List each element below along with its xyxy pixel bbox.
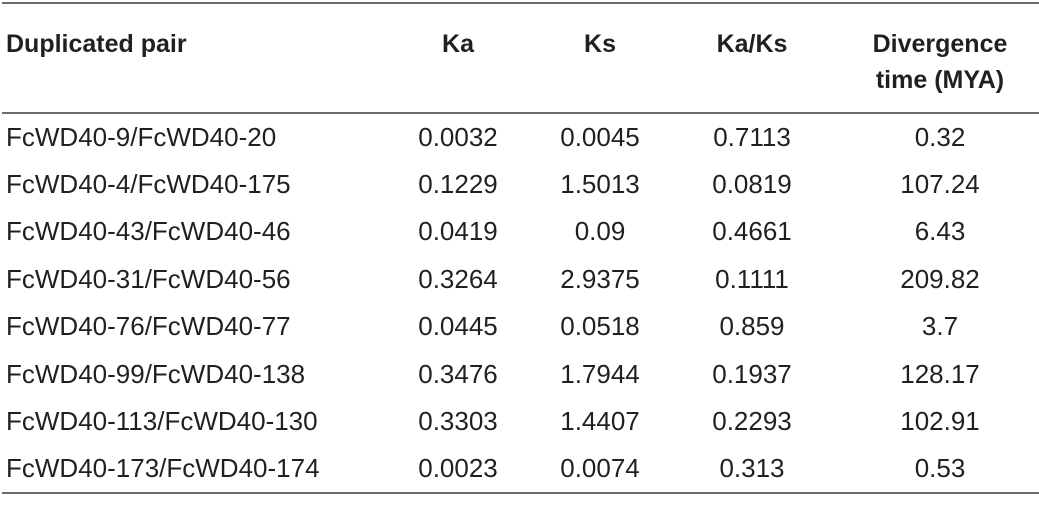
duplication-table-container: Duplicated pair Ka Ks Ka/Ks Divergence t… bbox=[2, 0, 1039, 494]
table-row: FcWD40-76/FcWD40-77 0.0445 0.0518 0.859 … bbox=[2, 303, 1039, 351]
cell-ks: 0.0045 bbox=[560, 121, 640, 152]
header-divergence-time: Divergence time (MYA) bbox=[833, 3, 1039, 113]
table-header: Duplicated pair Ka Ks Ka/Ks Divergence t… bbox=[2, 3, 1039, 113]
table-row: FcWD40-31/FcWD40-56 0.3264 2.9375 0.1111… bbox=[2, 256, 1039, 304]
cell-divergence: 6.43 bbox=[914, 216, 966, 247]
cell-divergence: 209.82 bbox=[900, 263, 980, 294]
header-ka-ks: Ka/Ks bbox=[716, 30, 788, 58]
cell-ka: 0.0445 bbox=[418, 311, 498, 342]
cell-divergence: 0.32 bbox=[914, 121, 966, 152]
cell-ks: 0.0518 bbox=[560, 311, 640, 342]
table-row: FcWD40-43/FcWD40-46 0.0419 0.09 0.4661 6… bbox=[2, 208, 1039, 256]
cell-ka: 0.0023 bbox=[418, 453, 498, 484]
cell-ka-ks: 0.859 bbox=[719, 311, 785, 342]
header-duplicated-pair: Duplicated pair bbox=[6, 30, 187, 58]
table-body: FcWD40-9/FcWD40-20 0.0032 0.0045 0.7113 … bbox=[2, 113, 1039, 493]
cell-ka: 0.0032 bbox=[418, 121, 498, 152]
cell-pair: FcWD40-99/FcWD40-138 bbox=[6, 358, 306, 389]
cell-ka-ks: 0.1937 bbox=[712, 358, 792, 389]
cell-pair: FcWD40-76/FcWD40-77 bbox=[6, 311, 291, 342]
cell-divergence: 128.17 bbox=[900, 358, 980, 389]
header-row: Duplicated pair Ka Ks Ka/Ks Divergence t… bbox=[2, 3, 1039, 113]
header-divergence-line1: Divergence bbox=[872, 30, 1008, 58]
cell-pair: FcWD40-31/FcWD40-56 bbox=[6, 263, 291, 294]
table-row: FcWD40-99/FcWD40-138 0.3476 1.7944 0.193… bbox=[2, 351, 1039, 399]
cell-ka-ks: 0.7113 bbox=[713, 121, 791, 152]
cell-ka-ks: 0.2293 bbox=[712, 406, 792, 437]
cell-pair: FcWD40-4/FcWD40-175 bbox=[6, 168, 291, 199]
cell-pair: FcWD40-173/FcWD40-174 bbox=[6, 453, 320, 484]
cell-ks: 1.4407 bbox=[560, 406, 640, 437]
cell-ks: 0.0074 bbox=[560, 453, 640, 484]
cell-pair: FcWD40-113/FcWD40-130 bbox=[6, 406, 318, 437]
header-ks: Ks bbox=[584, 30, 616, 58]
table-row: FcWD40-173/FcWD40-174 0.0023 0.0074 0.31… bbox=[2, 446, 1039, 493]
cell-ka: 0.3264 bbox=[418, 263, 498, 294]
cell-ka: 0.1229 bbox=[418, 168, 498, 199]
cell-ka: 0.3303 bbox=[418, 406, 498, 437]
table-row: FcWD40-9/FcWD40-20 0.0032 0.0045 0.7113 … bbox=[2, 113, 1039, 161]
cell-ks: 1.7944 bbox=[560, 358, 640, 389]
table-row: FcWD40-113/FcWD40-130 0.3303 1.4407 0.22… bbox=[2, 398, 1039, 446]
duplication-table: Duplicated pair Ka Ks Ka/Ks Divergence t… bbox=[2, 2, 1039, 494]
cell-ka: 0.0419 bbox=[418, 216, 498, 247]
cell-ka-ks: 0.1111 bbox=[715, 263, 789, 294]
cell-pair: FcWD40-9/FcWD40-20 bbox=[6, 121, 277, 152]
cell-ks: 1.5013 bbox=[560, 168, 640, 199]
header-divergence-line2: time (MYA) bbox=[875, 66, 1005, 94]
cell-divergence: 102.91 bbox=[900, 406, 980, 437]
cell-ka: 0.3476 bbox=[418, 358, 498, 389]
cell-ks: 0.09 bbox=[574, 216, 626, 247]
cell-divergence: 0.53 bbox=[914, 453, 966, 484]
cell-pair: FcWD40-43/FcWD40-46 bbox=[6, 216, 291, 247]
table-row: FcWD40-4/FcWD40-175 0.1229 1.5013 0.0819… bbox=[2, 161, 1039, 209]
cell-ka-ks: 0.313 bbox=[719, 453, 785, 484]
header-ka: Ka bbox=[442, 30, 474, 58]
cell-ka-ks: 0.0819 bbox=[712, 168, 792, 199]
cell-divergence: 107.24 bbox=[900, 168, 980, 199]
cell-ka-ks: 0.4661 bbox=[712, 216, 792, 247]
cell-divergence: 3.7 bbox=[921, 311, 959, 342]
cell-ks: 2.9375 bbox=[560, 263, 640, 294]
